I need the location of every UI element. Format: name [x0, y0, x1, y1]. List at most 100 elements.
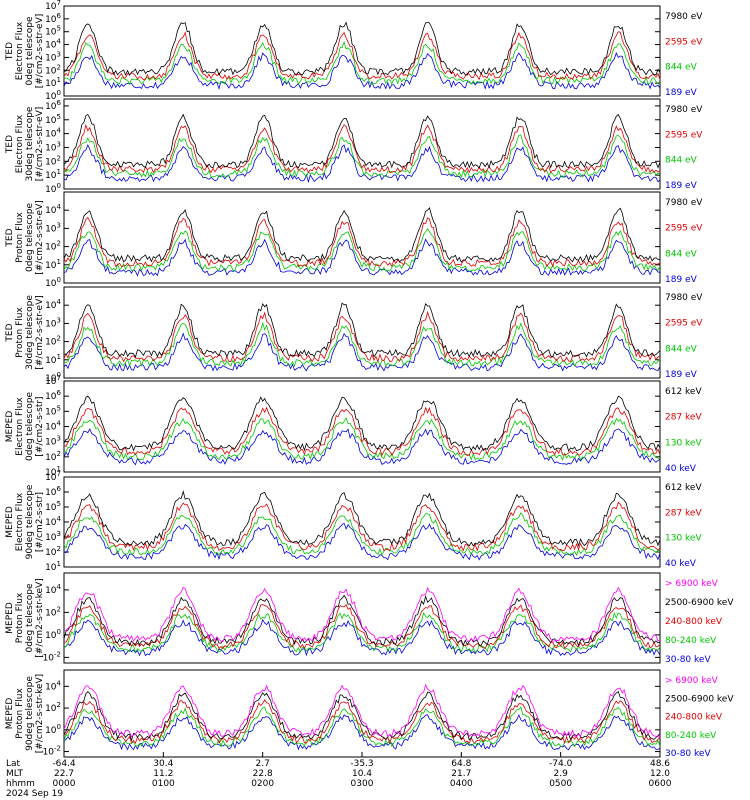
legend-entry: 7980 eV — [665, 105, 703, 115]
y-tick-label: 103 — [45, 530, 61, 543]
series-line — [63, 310, 661, 363]
y-tick-label: 10-2 — [43, 745, 61, 758]
y-tick-label: 102 — [45, 335, 61, 348]
x-tick-label: 0100 — [152, 779, 175, 789]
legend-entry: 844 eV — [665, 344, 698, 354]
series-line — [63, 31, 661, 81]
y-tick-label: 100 — [45, 182, 61, 195]
legend-entry: 287 keV — [665, 413, 702, 423]
plot-frame — [63, 572, 661, 664]
legend-entry: 287 keV — [665, 508, 702, 518]
y-tick-label: 107 — [45, 0, 61, 12]
plot-frame — [63, 98, 661, 190]
y-tick-label: 104 — [45, 420, 61, 433]
x-tick-label: 64.8 — [451, 759, 471, 769]
legend-entry: 844 eV — [665, 156, 698, 166]
x-axis-row-label: MLT — [6, 769, 24, 779]
y-axis-label-line: Electron Flux — [15, 397, 25, 456]
y-axis-label-line: Electron Flux — [15, 114, 25, 173]
x-tick-label: 0400 — [450, 779, 473, 789]
legend-entry: 189 eV — [665, 275, 698, 285]
y-tick-label: 106 — [45, 12, 61, 25]
legend-entry: 240-800 keV — [665, 713, 723, 723]
y-axis-label-line: [#/cm2-s-str-keV] — [35, 674, 45, 753]
y-axis-label-line: [#/cm2-s-str-eV] — [35, 14, 45, 89]
legend-entry: 844 eV — [665, 63, 698, 73]
y-tick-label: 100 — [45, 276, 61, 289]
y-axis-label-line: [#/cm2-s-str-eV] — [35, 200, 45, 275]
y-tick-label: 105 — [45, 500, 61, 513]
series-line — [64, 603, 661, 650]
y-tick-label: 105 — [45, 404, 61, 417]
y-tick-label: 104 — [45, 515, 61, 528]
y-axis-label-line: 90deg telescope — [25, 676, 35, 751]
x-tick-label: 0500 — [549, 779, 572, 789]
y-tick-label: 102 — [45, 545, 61, 558]
panel-8: 10-2 100 102 104 MEPED Proton Flux 90deg teles… — [5, 669, 734, 759]
series-line — [63, 501, 661, 552]
y-axis-label-line: 30deg telescope — [25, 106, 35, 181]
series-line — [63, 52, 661, 90]
series-line — [63, 690, 661, 742]
y-axis-label-line: MEPED — [5, 698, 15, 730]
legend-entry: 7980 eV — [665, 12, 703, 22]
series-line — [63, 21, 661, 77]
series-line — [63, 228, 661, 272]
y-tick-label: 101 — [45, 560, 61, 573]
series-line — [63, 321, 661, 368]
y-tick-label: 101 — [45, 168, 61, 181]
x-tick-label: 30.4 — [153, 759, 173, 769]
series-line — [63, 489, 661, 547]
y-axis-label-line: TED — [5, 135, 15, 154]
legend-entry: 844 eV — [665, 249, 698, 259]
legend-entry: 2595 eV — [665, 319, 703, 329]
plot-frame — [63, 380, 661, 473]
x-tick-label: 12.0 — [650, 769, 670, 779]
legend-entry: > 6900 keV — [665, 676, 719, 686]
series-line — [63, 706, 661, 748]
y-axis-label-line: [#/cm2-s-str-eV] — [35, 107, 45, 182]
legend-entry: 240-800 keV — [665, 617, 723, 627]
y-tick-label: 102 — [45, 240, 61, 253]
series-line — [63, 512, 661, 557]
legend-entry: 130 keV — [665, 534, 702, 544]
legend-entry: 612 keV — [665, 483, 702, 493]
series-line — [63, 40, 661, 86]
y-axis-label-line: [#/cm2-s-str] — [35, 396, 45, 456]
x-axis-row-label: Lat — [6, 759, 21, 769]
y-tick-label: 104 — [45, 127, 61, 140]
series-line — [63, 134, 661, 179]
legend-entry: 189 eV — [665, 88, 698, 98]
series-line — [63, 395, 661, 452]
y-axis-label-line: [#/cm2-s-str-eV] — [35, 295, 45, 370]
y-axis-label-line: [#/cm2-s-str] — [35, 492, 45, 552]
x-tick-label: 11.2 — [153, 769, 173, 779]
y-tick-label: 103 — [45, 140, 61, 153]
series-line — [63, 406, 661, 457]
y-tick-label: 103 — [45, 50, 61, 63]
x-tick-label: 0300 — [351, 779, 374, 789]
series-line — [63, 332, 661, 372]
legend-entry: 30-80 keV — [665, 749, 711, 759]
x-tick-label: 48.6 — [650, 759, 670, 769]
legend-entry: 40 keV — [665, 464, 697, 474]
panel-3: 100 101 102 103 104 TED Proton Flux 0deg telesc… — [5, 191, 703, 289]
series-line — [63, 683, 661, 738]
y-tick-label: 103 — [45, 221, 61, 234]
legend-entry: > 6900 keV — [665, 579, 719, 589]
x-tick-label: 2.7 — [256, 759, 270, 769]
y-axis-label-line: Proton Flux — [15, 307, 25, 358]
series-line — [63, 113, 661, 169]
y-tick-label: 101 — [45, 76, 61, 89]
x-tick-label: 2.9 — [554, 769, 569, 779]
y-tick-label: 102 — [45, 63, 61, 76]
series-line — [63, 428, 661, 466]
series-line — [63, 238, 661, 277]
series-line — [63, 618, 661, 657]
y-tick-label: 102 — [45, 450, 61, 463]
y-axis-label-line: 0deg telescope — [25, 16, 35, 86]
y-axis-label-line: TED — [5, 42, 15, 61]
